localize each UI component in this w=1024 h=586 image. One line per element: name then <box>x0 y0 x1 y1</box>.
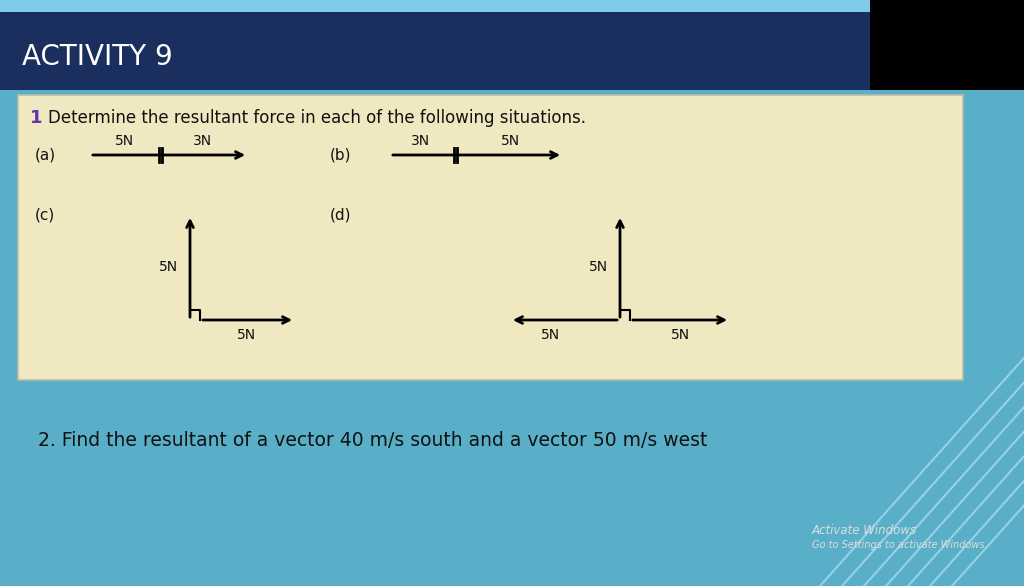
Text: 3N: 3N <box>411 134 429 148</box>
Text: 5N: 5N <box>159 260 177 274</box>
FancyBboxPatch shape <box>0 0 1024 12</box>
Text: 1: 1 <box>30 109 43 127</box>
Text: 3N: 3N <box>193 134 212 148</box>
FancyBboxPatch shape <box>0 12 1024 90</box>
Text: Go to Settings to activate Windows.: Go to Settings to activate Windows. <box>812 540 988 550</box>
Text: (a): (a) <box>35 148 56 162</box>
Text: 5N: 5N <box>115 134 133 148</box>
Text: ACTIVITY 9: ACTIVITY 9 <box>22 43 173 71</box>
Text: (c): (c) <box>35 207 55 223</box>
Text: Determine the resultant force in each of the following situations.: Determine the resultant force in each of… <box>48 109 586 127</box>
FancyBboxPatch shape <box>18 95 963 380</box>
FancyBboxPatch shape <box>870 0 1024 90</box>
Text: 5N: 5N <box>671 328 689 342</box>
Text: 5N: 5N <box>589 260 607 274</box>
Text: Activate Windows: Activate Windows <box>812 523 918 537</box>
Text: 5N: 5N <box>541 328 559 342</box>
Text: 5N: 5N <box>501 134 519 148</box>
Text: 2. Find the resultant of a vector 40 m/s south and a vector 50 m/s west: 2. Find the resultant of a vector 40 m/s… <box>38 431 708 449</box>
Text: (d): (d) <box>330 207 351 223</box>
Text: 5N: 5N <box>238 328 257 342</box>
Text: (b): (b) <box>330 148 351 162</box>
